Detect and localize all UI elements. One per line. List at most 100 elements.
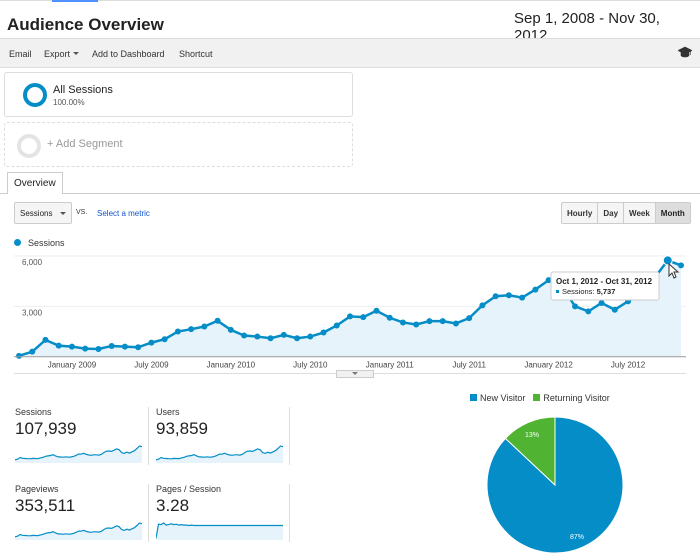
x-tick-label: July 2011 xyxy=(452,361,486,370)
data-point xyxy=(360,314,367,321)
data-point xyxy=(55,342,62,349)
tab-overview[interactable]: Overview xyxy=(7,172,63,194)
data-point xyxy=(532,286,539,293)
data-point xyxy=(188,326,195,333)
data-point xyxy=(95,345,102,352)
data-point xyxy=(280,331,287,338)
scorecard-divider xyxy=(148,484,149,542)
data-point xyxy=(121,343,128,350)
data-point xyxy=(492,293,499,300)
sparkline xyxy=(15,522,143,540)
data-point xyxy=(466,315,473,322)
segment-ring-icon xyxy=(23,83,47,107)
sparkline-area xyxy=(156,523,283,540)
period-month-button[interactable]: Month xyxy=(654,203,690,223)
data-point xyxy=(42,336,49,343)
data-point xyxy=(214,317,221,324)
data-point xyxy=(572,303,579,310)
scorecard-divider xyxy=(289,407,290,465)
shortcut-button[interactable]: Shortcut xyxy=(179,49,213,59)
data-point xyxy=(307,333,314,340)
sparkline-line xyxy=(156,445,284,461)
toolbar: Email Export Add to Dashboard Shortcut xyxy=(0,38,700,68)
data-point xyxy=(545,277,552,284)
x-tick-label: July 2009 xyxy=(134,361,169,370)
pie-slice-returning-visitor xyxy=(504,416,556,487)
sessions-chart[interactable]: 6,000 3,000 January 2009 July 2009 January 2… xyxy=(0,250,700,375)
pie-slice-label: 13% xyxy=(525,432,539,439)
data-point xyxy=(611,306,618,313)
data-point xyxy=(678,262,684,269)
date-range-picker[interactable]: Sep 1, 2008 - Nov 30, 2012 xyxy=(511,8,700,44)
tooltip-box xyxy=(550,271,660,301)
legend-new-visitor[interactable]: New Visitor xyxy=(470,393,525,403)
legend-returning-visitor[interactable]: Returning Visitor xyxy=(533,393,610,403)
sparkline-line xyxy=(15,445,143,461)
sparkline xyxy=(156,445,284,463)
metric-value: 3.28 xyxy=(156,496,190,515)
add-to-dashboard-button[interactable]: Add to Dashboard xyxy=(92,49,165,59)
x-tick-label: January 2009 xyxy=(48,361,97,370)
metric-select-value: Sessions xyxy=(20,209,53,218)
y-tick-label: 3,000 xyxy=(22,308,43,317)
data-point xyxy=(227,326,234,333)
tab-divider xyxy=(0,193,700,194)
data-point xyxy=(241,332,248,339)
metric-value: 93,859 xyxy=(156,419,208,438)
legend-swatch-icon xyxy=(470,394,477,401)
x-tick-label: January 2012 xyxy=(524,361,573,370)
period-day-button[interactable]: Day xyxy=(597,203,624,223)
pie-legend: New Visitor Returning Visitor xyxy=(470,393,610,403)
data-point xyxy=(373,307,380,314)
x-tick-label: July 2010 xyxy=(293,361,328,370)
email-button[interactable]: Email xyxy=(9,49,32,59)
data-point xyxy=(505,292,512,299)
chevron-down-icon xyxy=(352,372,358,378)
metric-users[interactable]: Users 93,859 xyxy=(156,407,290,463)
data-point xyxy=(479,302,486,309)
segment-all-sessions[interactable]: All Sessions 100.00% xyxy=(4,72,353,117)
data-point xyxy=(452,320,459,327)
period-week-button[interactable]: Week xyxy=(623,203,655,223)
data-point xyxy=(426,318,433,325)
metric-select[interactable]: Sessions xyxy=(14,202,72,224)
add-segment-box[interactable]: + Add Segment xyxy=(4,122,353,167)
sparkline-line xyxy=(156,522,283,539)
data-point xyxy=(135,344,142,351)
chevron-down-icon xyxy=(60,212,66,218)
export-button[interactable]: Export xyxy=(44,49,80,59)
data-point xyxy=(598,299,605,306)
segment-name: All Sessions xyxy=(53,84,113,96)
period-hourly-button[interactable]: Hourly xyxy=(562,203,598,223)
metric-pages-session[interactable]: Pages / Session 3.28 xyxy=(156,484,290,540)
metric-sessions[interactable]: Sessions 107,939 xyxy=(15,407,149,463)
metric-pageviews[interactable]: Pageviews 353,511 xyxy=(15,484,149,540)
x-tick-label: January 2010 xyxy=(207,361,256,370)
y-tick-label: 6,000 xyxy=(22,258,43,267)
pie-slice-label: 87% xyxy=(570,534,584,541)
x-tick-label: July 2012 xyxy=(611,361,646,370)
tooltip-title: Oct 1, 2012 - Oct 31, 2012 xyxy=(556,277,653,286)
data-point xyxy=(413,321,420,328)
select-metric-link[interactable]: Select a metric xyxy=(97,209,150,218)
tooltip-value: Sessions: 5,737 xyxy=(562,287,615,296)
sessions-area xyxy=(19,260,681,357)
add-segment-button[interactable]: + Add Segment xyxy=(47,138,123,150)
data-point xyxy=(254,333,261,340)
data-point xyxy=(399,319,406,326)
segment-percent: 100.00% xyxy=(53,98,85,107)
x-tick-label: January 2011 xyxy=(366,361,414,370)
data-point xyxy=(519,294,526,301)
scorecard-divider xyxy=(148,407,149,465)
graduation-cap-icon[interactable] xyxy=(678,46,692,58)
period-buttons: Hourly Day Week Month xyxy=(561,202,691,224)
sparkline xyxy=(15,445,143,463)
top-border xyxy=(0,0,700,2)
data-point xyxy=(174,328,181,335)
visitor-pie-chart[interactable]: 87% 13% xyxy=(480,410,630,558)
tooltip-swatch-icon xyxy=(556,290,559,293)
data-point xyxy=(267,335,274,342)
chart-expand-handle[interactable] xyxy=(336,370,374,378)
metric-label: Users xyxy=(156,407,180,417)
